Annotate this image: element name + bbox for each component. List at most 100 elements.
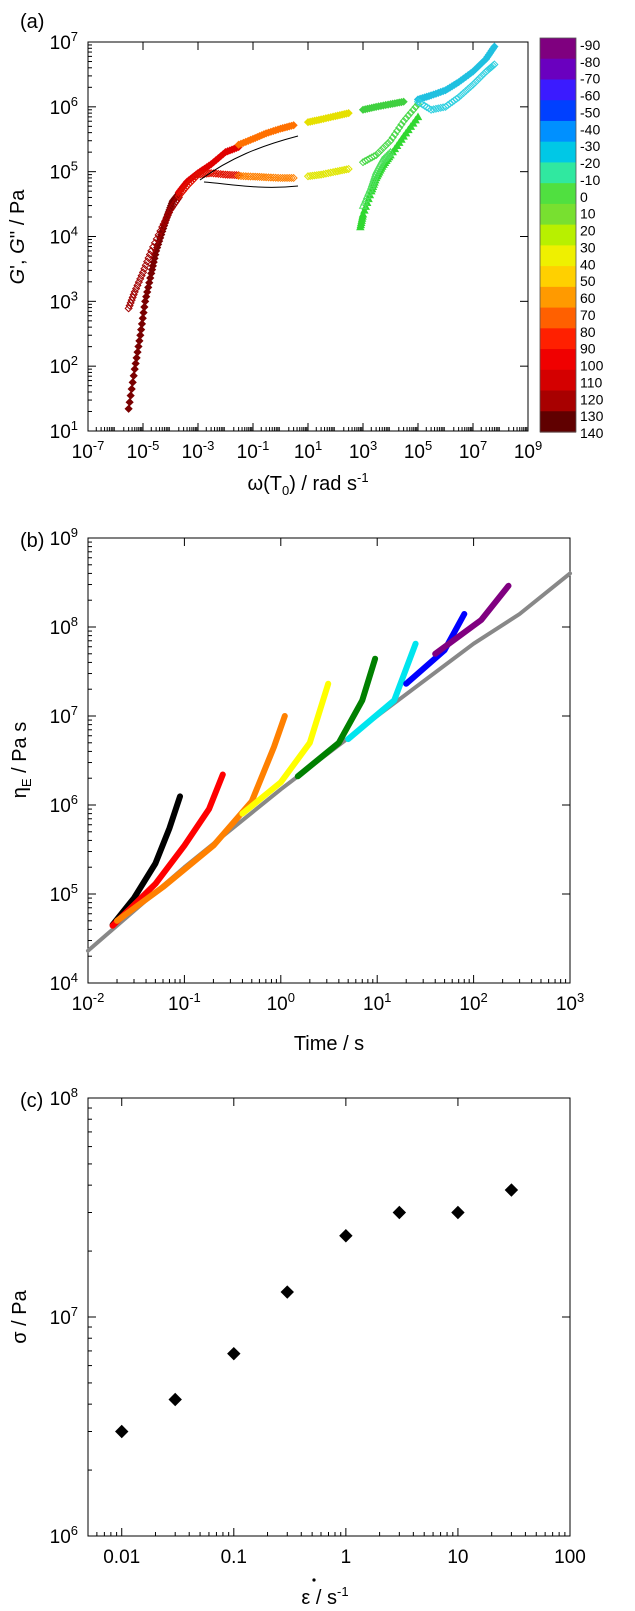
data-point-open-diamond (445, 99, 454, 108)
data-point-open-diamond (163, 211, 172, 220)
data-point-open-diamond (401, 114, 411, 123)
colorbar-frame (539, 37, 577, 433)
data-point-open-diamond (227, 170, 237, 180)
data-point-open-diamond (287, 173, 296, 183)
data-point-open-diamond (160, 217, 170, 226)
panel-c: (c) 0.01 0.1 1 10 100 106 107 108 ε / s-1 σ / … (9, 1085, 586, 1609)
epsilon-dot-accent (312, 1578, 316, 1582)
data-point-filled-diamond (145, 278, 154, 287)
data-point-open-diamond (413, 97, 423, 106)
x-tick-label: 10-2 (72, 990, 105, 1015)
data-point-open-diamond (450, 96, 459, 105)
x-tick-label: 100 (554, 1547, 586, 1568)
panel-a-fit-lines (199, 135, 299, 188)
colorbar-segment (540, 120, 576, 143)
x-tick-label: 10-7 (72, 438, 105, 463)
extensional-viscosity-curve (109, 771, 226, 929)
colorbar-segment (540, 203, 576, 226)
data-point-open-diamond (466, 82, 475, 91)
data-point-open-diamond (328, 168, 338, 177)
data-point-open-diamond (459, 89, 468, 98)
stress-data-point (339, 1229, 353, 1243)
fit-line-gdoubleprime (203, 181, 299, 188)
data-point-filled-diamond (135, 336, 144, 345)
colorbar-tick-label: -70 (580, 71, 600, 87)
colorbar-tick-label: -30 (580, 138, 600, 154)
colorbar-segment (540, 79, 576, 101)
y-tick-label: 108 (50, 1085, 78, 1110)
data-point-open-diamond (266, 173, 276, 182)
x-tick-label: 10 (447, 1547, 468, 1568)
data-point-open-diamond (225, 170, 234, 179)
data-point-open-diamond (324, 169, 333, 178)
data-point-filled-diamond (139, 308, 148, 317)
data-point-open-diamond (282, 173, 292, 183)
data-point-open-diamond (138, 268, 148, 277)
data-point-open-diamond (434, 104, 443, 113)
y-tick-label: 105 (50, 881, 78, 906)
data-point-open-diamond (232, 171, 241, 180)
data-point-open-diamond (207, 169, 216, 178)
data-point-open-diamond (326, 168, 335, 177)
data-point-open-diamond (136, 274, 145, 283)
data-point-filled-triangle (358, 209, 368, 218)
data-point-open-diamond (431, 104, 441, 113)
data-point-open-diamond (262, 173, 271, 182)
extensional-viscosity-curve (239, 680, 332, 817)
colorbar-tick-label: 100 (580, 358, 604, 374)
data-point-filled-diamond (126, 391, 135, 400)
data-point-open-diamond (289, 173, 298, 183)
data-point-open-diamond (342, 165, 351, 174)
data-point-filled-diamond (129, 371, 138, 380)
data-point-filled-diamond (134, 342, 143, 351)
data-point-filled-diamond (137, 319, 147, 329)
stress-data-point (451, 1205, 465, 1220)
data-point-open-diamond (337, 166, 347, 175)
x-tick-label: 1 (341, 1547, 352, 1568)
panel-c-data (115, 1183, 519, 1439)
y-tick-label: 104 (50, 970, 78, 995)
x-tick-label: 0.1 (221, 1547, 247, 1568)
data-point-open-diamond (246, 172, 255, 181)
extensional-viscosity-curve (294, 655, 379, 780)
data-point-open-diamond (251, 172, 260, 181)
data-point-open-diamond (335, 166, 344, 175)
data-point-open-diamond (253, 172, 262, 181)
panel-c-x-ticks: 0.01 0.1 1 10 100 (96, 1098, 586, 1568)
y-tick-label: 106 (50, 94, 78, 119)
panel-a: (a) 10-7 10-5 10-3 10-1 101 103 105 107 109 1011… (7, 11, 604, 498)
data-point-open-diamond (452, 94, 461, 104)
colorbar-tick-label: 30 (580, 239, 596, 255)
panel-a-y-label: G', G'' / Pa (7, 189, 29, 285)
colorbar-segment (540, 307, 576, 329)
data-point-open-diamond (269, 173, 278, 182)
colorbar-segment (540, 245, 576, 267)
extensional-viscosity-curve (432, 582, 512, 657)
data-point-open-diamond (331, 167, 340, 176)
colorbar-tick-label: 10 (580, 206, 596, 222)
x-tick-label: 0.01 (103, 1547, 140, 1568)
data-point-open-diamond (141, 261, 150, 270)
extensional-viscosity-curve (109, 793, 183, 928)
colorbar-tick-label: 140 (580, 425, 604, 441)
data-point-open-diamond (418, 100, 427, 109)
colorbar-segment (540, 58, 576, 81)
data-point-open-diamond (473, 76, 482, 85)
panel-c-x-label: ε / s-1 (301, 1584, 348, 1609)
stress-data-point (504, 1183, 519, 1197)
data-point-open-diamond (397, 120, 406, 129)
data-point-open-diamond (395, 123, 404, 132)
data-point-open-diamond (409, 105, 418, 114)
data-point-open-diamond (264, 173, 273, 182)
x-tick-label: 103 (556, 990, 584, 1015)
data-point-open-diamond (162, 214, 171, 223)
lve-envelope-line (86, 571, 572, 953)
stress-data-point (227, 1346, 241, 1361)
panel-b: (b) 10-2 10-1 100 101 102 103 104 105 106 107 108… (9, 525, 584, 1055)
x-tick-label: 103 (349, 438, 377, 463)
panel-a-colorbar: -90-80-70-60-50-40-30-20-100102030405060… (539, 37, 604, 441)
colorbar-tick-label: 0 (580, 189, 588, 205)
data-point-open-diamond (416, 98, 425, 108)
data-point-open-diamond (372, 151, 381, 160)
data-point-open-diamond (411, 102, 420, 112)
